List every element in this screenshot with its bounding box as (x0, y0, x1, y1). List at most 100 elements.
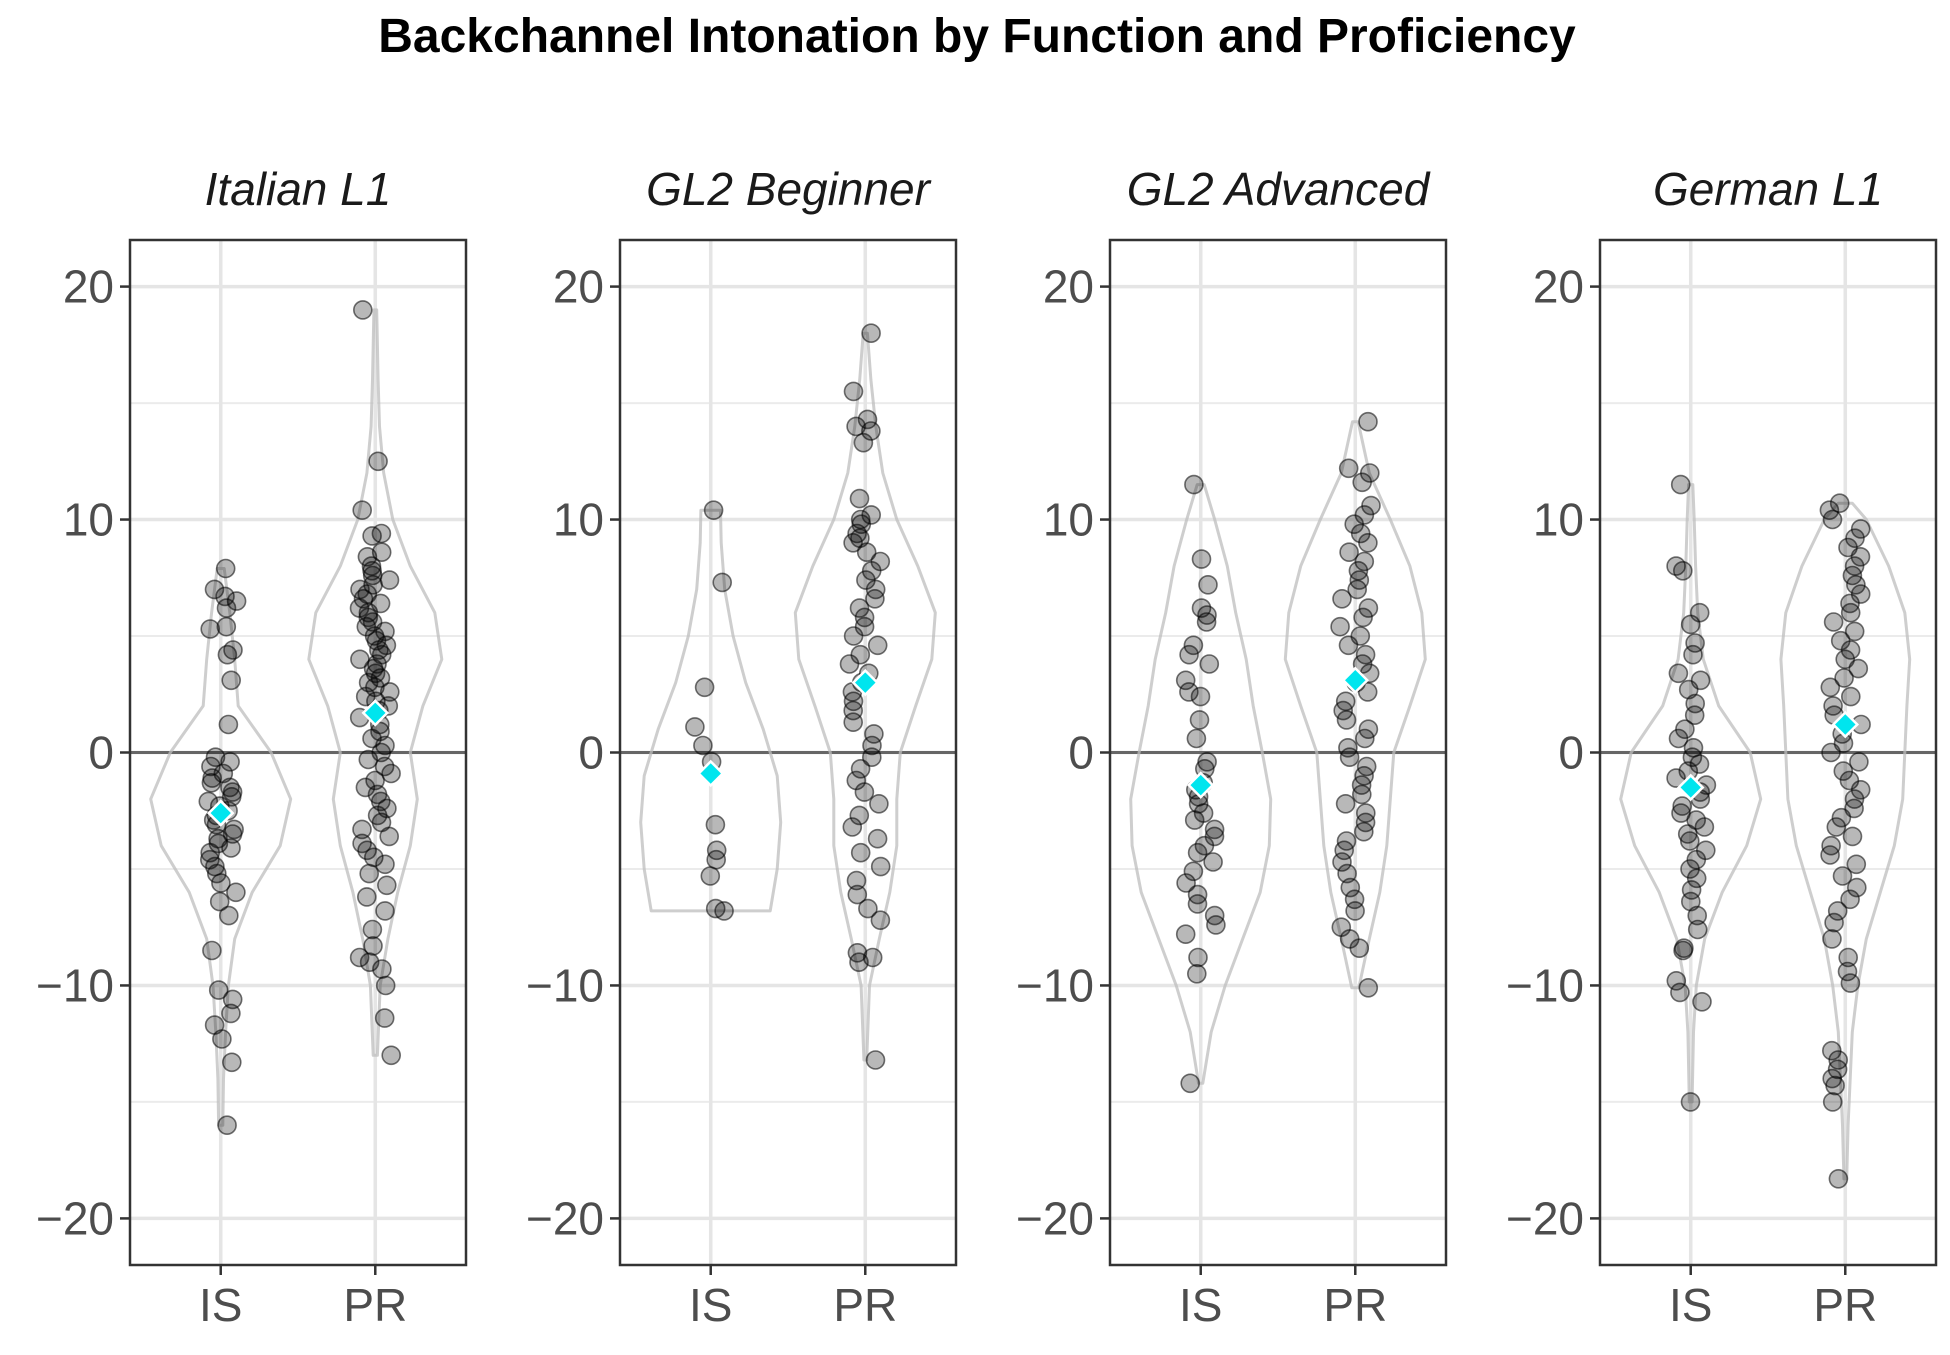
chart-title: Backchannel Intonation by Function and P… (378, 10, 1576, 63)
data-point (1358, 411, 1378, 432)
data-point (1186, 728, 1207, 749)
data-point (705, 814, 726, 835)
data-point (843, 712, 864, 733)
data-point (226, 882, 246, 903)
y-tick-label: 0 (1558, 727, 1584, 779)
data-point (209, 891, 230, 912)
data-point (371, 542, 392, 563)
data-point (1204, 819, 1225, 840)
panel-2: GL2 Beginner −20 −10 0 10 20 IS PR (526, 163, 958, 1331)
data-point (853, 432, 874, 453)
data-point (216, 598, 237, 618)
data-point (1831, 807, 1852, 828)
data-point (1844, 621, 1865, 642)
data-point (379, 826, 400, 847)
data-point (1825, 1075, 1845, 1096)
data-point (1677, 824, 1698, 844)
data-point (370, 668, 391, 688)
y-tick-label: 0 (1068, 727, 1094, 779)
data-point (359, 952, 380, 973)
data-point (851, 514, 872, 535)
data-point (1680, 831, 1700, 851)
data-point (205, 747, 226, 768)
data-point (1823, 612, 1844, 632)
y-tick-label: 10 (553, 494, 604, 546)
data-point (221, 838, 241, 858)
data-point (1345, 901, 1365, 921)
data-point (1694, 817, 1715, 837)
x-tick-label: PR (1323, 1279, 1387, 1331)
data-point (1824, 912, 1844, 933)
data-point (849, 598, 870, 618)
data-point (1176, 873, 1196, 893)
data-point (1179, 682, 1199, 702)
panel-3: GL2 Advanced −20 −10 0 10 20 IS PR (1016, 163, 1448, 1331)
data-point (1330, 616, 1350, 637)
data-point (1175, 924, 1196, 945)
panel-label: Italian L1 (205, 163, 392, 215)
data-point (212, 1029, 232, 1049)
data-point (865, 1050, 886, 1070)
y-tick-label: 10 (63, 494, 114, 546)
data-point (1680, 1092, 1701, 1112)
data-point (1358, 598, 1379, 618)
violin-pr (1779, 501, 1912, 1181)
data-point (368, 451, 388, 472)
data-point (1668, 663, 1689, 684)
data-point (867, 828, 888, 849)
panel-label: GL2 Beginner (646, 163, 932, 215)
violin-is (639, 508, 783, 913)
data-point (1347, 579, 1367, 600)
data-point (1841, 686, 1861, 707)
data-point (379, 570, 400, 590)
y-tick-label: −20 (1016, 1192, 1094, 1244)
data-point (870, 856, 891, 877)
data-point (349, 947, 370, 968)
x-tick-label: PR (1813, 1279, 1877, 1331)
y-tick-label: 20 (553, 261, 604, 313)
x-tick-label: PR (833, 1279, 897, 1331)
data-point (1687, 905, 1707, 926)
data-point (1684, 705, 1705, 726)
mean-marker-is (206, 799, 235, 827)
data-point (1670, 474, 1691, 495)
mean-marker-pr (1341, 666, 1370, 695)
data-point (222, 1052, 242, 1073)
data-point (219, 905, 239, 926)
x-tick-label: IS (1669, 1279, 1712, 1331)
data-point (685, 717, 705, 737)
panel-label: GL2 Advanced (1127, 163, 1431, 215)
data-point (842, 817, 863, 837)
x-tick-label: IS (199, 1279, 242, 1331)
data-point (1206, 915, 1226, 935)
y-tick-label: 0 (88, 727, 114, 779)
y-tick-label: 20 (63, 261, 114, 313)
data-point (204, 579, 225, 600)
data-point (1358, 532, 1378, 553)
data-point (1666, 768, 1686, 788)
data-point (352, 300, 373, 320)
data-point (1689, 754, 1710, 774)
data-point (1187, 963, 1207, 984)
violin-pr (793, 331, 937, 1062)
data-point (1832, 866, 1853, 886)
panel-label: German L1 (1653, 163, 1883, 215)
data-point (1821, 742, 1841, 763)
data-point (1191, 549, 1212, 569)
data-point (850, 842, 871, 863)
y-tick-label: 20 (1533, 261, 1584, 313)
mean-marker-pr (851, 668, 880, 697)
data-point (1355, 728, 1375, 749)
x-tick-label: IS (689, 1279, 732, 1331)
data-point (218, 714, 239, 735)
data-point (1820, 845, 1840, 865)
x-tick-label: IS (1179, 1279, 1222, 1331)
data-point (1335, 793, 1356, 814)
data-point (1829, 493, 1850, 514)
mean-marker-pr (361, 699, 390, 727)
data-point (1338, 458, 1359, 479)
data-point (1196, 612, 1217, 632)
data-point (1827, 901, 1848, 921)
data-point (1822, 1092, 1843, 1112)
data-point (217, 644, 238, 665)
